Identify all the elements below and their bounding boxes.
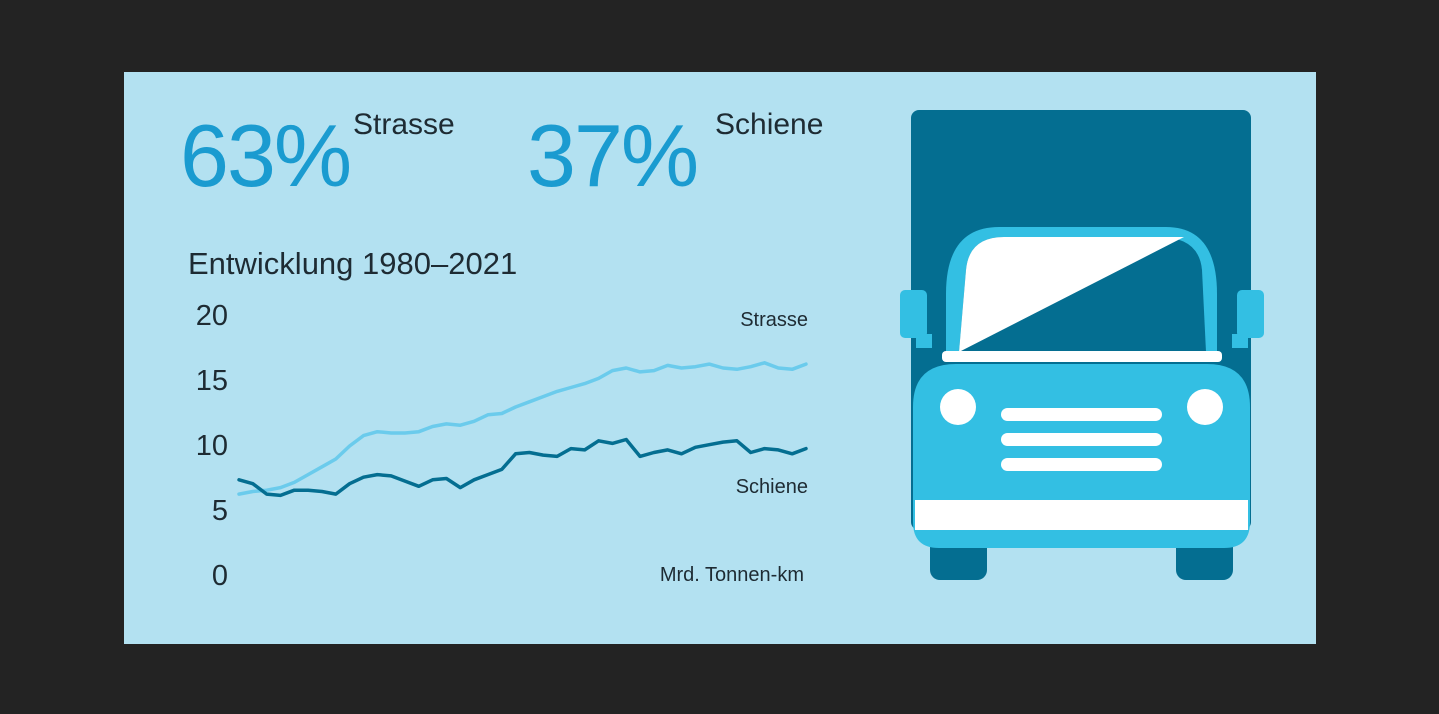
- road-share-value: 63%: [180, 106, 352, 205]
- y-tick-label: 15: [195, 365, 228, 397]
- unit-label: Mrd. Tonnen-km: [659, 564, 804, 586]
- road-share-label: Strasse: [353, 108, 455, 141]
- series-line-strasse: [237, 361, 808, 496]
- rail-share-value: 37%: [527, 106, 699, 205]
- infographic-panel: 63% Strasse 37% Schiene Entwicklung 1980…: [124, 72, 1316, 644]
- series-line-schiene: [237, 437, 808, 498]
- series-label-schiene: Schiene: [735, 476, 808, 498]
- y-tick-label: 5: [211, 495, 228, 527]
- y-tick-label: 20: [195, 300, 228, 332]
- chart-title: Entwicklung 1980–2021: [188, 246, 518, 281]
- truck-icon: [900, 110, 1264, 580]
- rail-share-label: Schiene: [715, 108, 824, 141]
- line-chart: [237, 361, 808, 498]
- series-label-strasse: Strasse: [740, 309, 808, 331]
- y-tick-label: 0: [211, 560, 228, 592]
- y-tick-label: 10: [195, 430, 228, 462]
